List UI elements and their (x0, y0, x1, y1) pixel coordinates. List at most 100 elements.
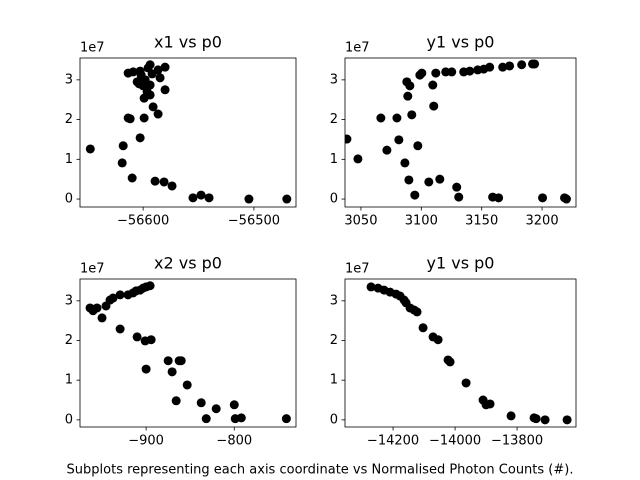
scatter-point (538, 193, 548, 203)
scatter-point (517, 60, 527, 70)
scatter-point (424, 177, 434, 187)
scatter-point (182, 380, 192, 390)
scatter-point (447, 67, 457, 77)
scatter-point (494, 193, 504, 203)
scatter-point (485, 62, 495, 72)
y-offset-label: 1e7 (345, 41, 370, 56)
scatter-point (128, 67, 138, 77)
scatter-point (461, 378, 471, 388)
scatter-point (135, 133, 145, 143)
y-tick-label: 1 (330, 373, 338, 388)
scatter-point (211, 404, 221, 414)
scatter-point (376, 113, 386, 123)
scatter-point (171, 396, 181, 406)
y-offset-label: 1e7 (80, 41, 105, 56)
subplot: −14200 −14000 −13800 0 1 2 3 y1 vs p0 1e7 (330, 254, 577, 449)
scatter-point (452, 182, 462, 192)
scatter-point (282, 194, 292, 204)
scatter-point (505, 61, 515, 71)
y-tick-label: 3 (65, 72, 73, 87)
scatter-point (433, 335, 443, 345)
scatter-point (159, 177, 169, 187)
scatter-point (85, 144, 95, 154)
scatter-point (132, 332, 142, 342)
scatter-point (353, 154, 363, 164)
scatter-point (429, 101, 439, 111)
scatter-point (281, 414, 291, 424)
scatter-point (147, 69, 157, 79)
scatter-point (412, 307, 422, 317)
y-tick-label: 2 (330, 333, 338, 348)
scatter-point (160, 62, 170, 72)
scatter-point (400, 158, 410, 168)
subplot-title: x1 vs p0 (154, 33, 222, 52)
scatter-point (485, 399, 495, 409)
scatter-point (410, 190, 420, 200)
plot-area (366, 282, 572, 425)
y-tick-label: 2 (65, 112, 73, 127)
scatter-point (431, 68, 441, 78)
scatter-point (392, 113, 402, 123)
subplot: 3050 3100 3150 3200 0 1 2 3 y1 vs p0 1e7 (330, 33, 577, 229)
scatter-point (540, 415, 550, 425)
scatter-point (141, 364, 151, 374)
scatter-point (127, 173, 137, 183)
y-tick-label: 0 (330, 192, 338, 207)
scatter-point (139, 113, 149, 123)
scatter-point (145, 281, 155, 291)
scatter-point (115, 290, 125, 300)
scatter-point (176, 356, 186, 366)
scatter-point (413, 141, 423, 151)
scatter-point (108, 293, 118, 303)
subplot: −56600 −56500 0 1 2 3 x1 vs p0 1e7 (65, 33, 297, 229)
x-tick-label: −800 (216, 434, 252, 449)
scatter-point (530, 59, 540, 69)
scatter-point (382, 145, 392, 155)
subplot-title: x2 vs p0 (154, 254, 222, 273)
x-tick-label: 3100 (405, 214, 438, 229)
scatter-point (417, 68, 427, 78)
y-tick-label: 0 (65, 192, 73, 207)
scatter-point (118, 141, 128, 151)
scatter-point (506, 411, 516, 421)
scatter-point (445, 357, 455, 367)
scatter-point (407, 110, 417, 120)
axes-frame (344, 278, 577, 428)
plot-area (345, 59, 571, 204)
x-tick-label: −14000 (429, 434, 481, 449)
x-tick-label: −900 (128, 434, 164, 449)
scatter-point (229, 400, 239, 410)
scatter-point (117, 158, 127, 168)
y-tick-label: 2 (330, 112, 338, 127)
scatter-point (196, 190, 206, 200)
scatter-point (366, 282, 376, 292)
axes-frame (79, 57, 297, 208)
y-tick-label: 2 (65, 333, 73, 348)
axes-frame (344, 57, 577, 208)
scatter-point (498, 62, 508, 72)
x-tick-label: 3200 (526, 214, 559, 229)
scatter-point (125, 114, 135, 124)
scatter-point (115, 324, 125, 334)
y-tick-label: 0 (330, 412, 338, 427)
y-tick-label: 3 (65, 293, 73, 308)
scatter-point (404, 175, 414, 185)
scatter-point (465, 66, 475, 76)
plot-area (85, 281, 291, 424)
x-tick-label: −56600 (117, 214, 169, 229)
y-tick-label: 1 (65, 152, 73, 167)
scatter-point (403, 91, 413, 101)
x-tick-label: −56500 (228, 214, 280, 229)
x-tick-label: −13800 (491, 434, 543, 449)
y-tick-label: 3 (330, 72, 338, 87)
scatter-point (561, 194, 571, 204)
scatter-point (145, 90, 155, 100)
scatter-point (97, 313, 107, 323)
scatter-point (188, 193, 198, 203)
scatter-point (153, 109, 163, 119)
scatter-point (435, 174, 445, 184)
subplot-title: y1 vs p0 (427, 33, 495, 52)
scatter-point (148, 102, 158, 112)
